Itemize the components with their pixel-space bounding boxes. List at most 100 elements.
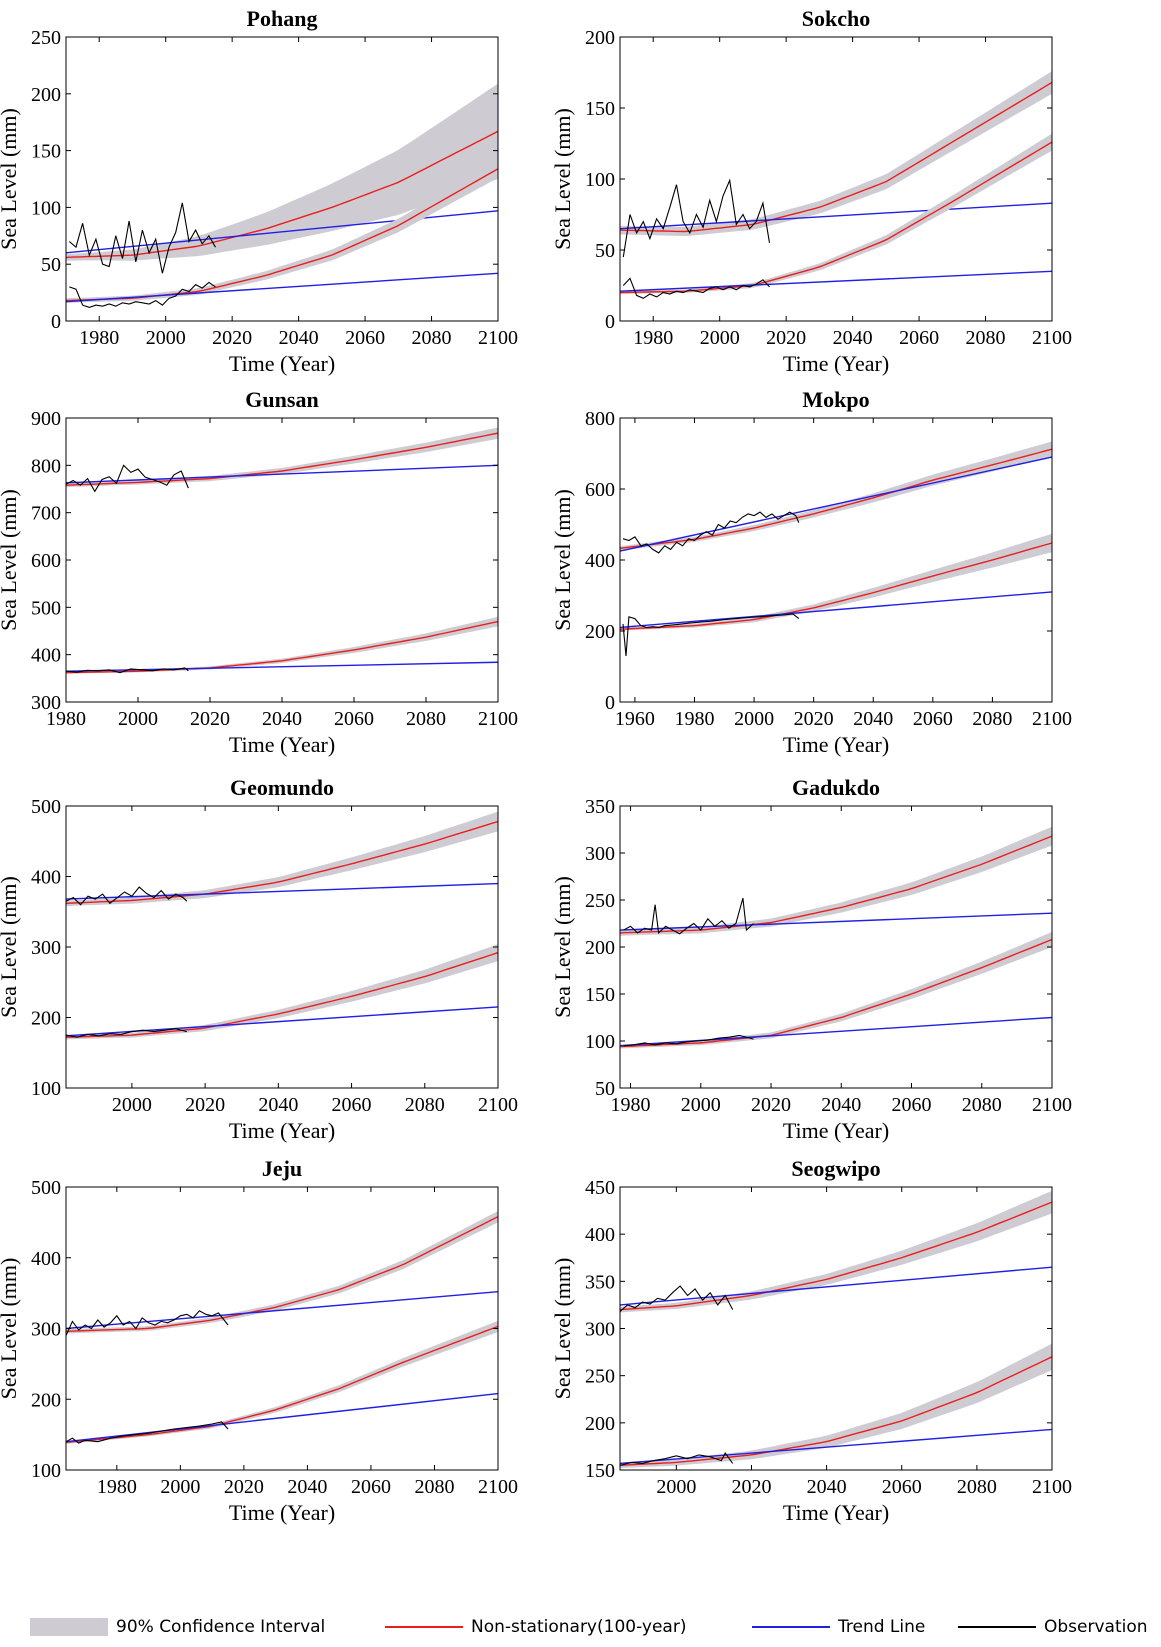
y-tick-label: 200 (585, 27, 615, 49)
observation-line-upper (66, 1310, 229, 1336)
x-tick-label: 2020 (794, 708, 834, 730)
y-tick-label: 500 (31, 597, 61, 619)
x-tick-label: 2040 (821, 1094, 861, 1116)
ci-band-lower (66, 1320, 498, 1444)
nonstationary-line-upper (620, 1201, 1052, 1311)
plot-frame (65, 36, 499, 322)
y-tick-label: 350 (585, 796, 615, 818)
chart-title: Jeju (262, 1156, 302, 1181)
x-tick-label: 2060 (345, 327, 385, 349)
x-tick-label: 2000 (700, 327, 740, 349)
nonstationary-line-upper (620, 835, 1052, 934)
y-tick-label: 300 (585, 1319, 615, 1341)
observation-line-lower (66, 667, 189, 674)
x-tick-label: 2080 (406, 708, 446, 730)
observation-line-lower (622, 613, 800, 656)
legend-swatch-ci (30, 1618, 108, 1636)
ci-band-upper (620, 441, 1052, 551)
ci-band-lower (66, 159, 498, 303)
x-tick-label: 2000 (146, 327, 186, 349)
ci-band-upper (66, 83, 498, 261)
chart-title: Pohang (247, 6, 318, 31)
y-tick-label: 100 (31, 1078, 61, 1100)
ci-band-lower (620, 1343, 1052, 1469)
x-tick-label: 2060 (892, 1094, 932, 1116)
x-tick-label: 2060 (882, 1476, 922, 1498)
chart-title: Gadukdo (792, 775, 880, 800)
x-tick-label: 2060 (913, 708, 953, 730)
x-tick-label: 2080 (966, 327, 1006, 349)
x-tick-label: 2100 (478, 327, 518, 349)
y-tick-label: 150 (585, 1460, 615, 1482)
trend-line-lower (66, 661, 498, 672)
chart-mokpo: 1960 1980 2000 2020 2040 2060 2080 2100 0 200 400 6… (550, 387, 1072, 757)
trend-line-upper (66, 464, 498, 484)
x-tick-label: 2000 (656, 1476, 696, 1498)
ci-band-upper (66, 427, 498, 488)
x-tick-label: 2000 (160, 1476, 200, 1498)
x-axis-label: Time (Year) (229, 351, 335, 376)
observation-line-upper (68, 202, 216, 274)
chart-geomundo: 2000 2020 2040 2060 2080 2100 100 200 300 400 500 G… (0, 775, 518, 1143)
nonstationary-line-lower (66, 1325, 498, 1444)
observation-line-lower (66, 1421, 229, 1444)
observation-line-lower (623, 1034, 754, 1047)
observation-line-upper (620, 1285, 734, 1312)
x-axis-label: Time (Year) (229, 732, 335, 757)
y-tick-label: 400 (31, 1248, 61, 1270)
ci-band-upper (620, 1190, 1052, 1313)
nonstationary-line-upper (66, 432, 498, 486)
y-tick-label: 400 (31, 645, 61, 667)
legend: 90% Confidence Interval Non-stationary(1… (0, 1612, 1161, 1642)
y-tick-label: 900 (31, 408, 61, 430)
nonstationary-line-lower (66, 620, 498, 674)
ci-band-lower (620, 133, 1052, 294)
chart-gunsan: 1980 2000 2020 2040 2060 2080 2100 300 400 500 600… (0, 387, 518, 757)
x-tick-label: 2080 (957, 1476, 997, 1498)
y-tick-label: 100 (585, 1031, 615, 1053)
y-tick-label: 250 (585, 890, 615, 912)
x-tick-label: 1960 (615, 708, 655, 730)
chart-sokcho: 1980 2000 2020 2040 2060 2080 2100 0 50 100 150 200… (550, 6, 1072, 376)
legend-item-ci: 90% Confidence Interval (30, 1612, 325, 1642)
plot-area (66, 811, 498, 1040)
x-axis-label: Time (Year) (783, 351, 889, 376)
x-tick-label: 2040 (262, 708, 302, 730)
nonstationary-line-upper (66, 130, 498, 259)
sea-level-chart-grid: 1980 2000 2020 2040 2060 2080 2100050100150200… (0, 6, 1072, 1525)
ci-band-lower (66, 944, 498, 1040)
x-tick-label: 2100 (478, 1094, 518, 1116)
chart-jeju: 1980 2000 2020 2040 2060 2080 2100 100 200 300 400… (0, 1156, 518, 1525)
x-axis-label: Time (Year) (783, 1500, 889, 1525)
y-tick-label: 200 (585, 1413, 615, 1435)
y-tick-label: 300 (31, 937, 61, 959)
nonstationary-line-lower (66, 168, 498, 302)
trend-line-upper (620, 1266, 1052, 1306)
y-tick-label: 400 (31, 867, 61, 889)
ci-band-upper (620, 71, 1052, 237)
legend-swatch-trend (752, 1626, 830, 1628)
y-tick-label: 800 (585, 408, 615, 430)
nonstationary-line-upper (620, 81, 1052, 233)
y-axis-label: Sea Level (mm) (550, 876, 575, 1018)
x-tick-label: 2100 (478, 1476, 518, 1498)
x-tick-label: 2060 (351, 1476, 391, 1498)
y-tick-label: 150 (585, 984, 615, 1006)
x-tick-label: 2100 (478, 708, 518, 730)
x-tick-label: 2080 (412, 327, 452, 349)
y-tick-label: 0 (605, 311, 615, 333)
x-tick-label: 1980 (633, 327, 673, 349)
y-axis-label: Sea Level (mm) (0, 108, 21, 250)
legend-label-nonstationary: Non-stationary(100-year) (471, 1617, 687, 1637)
x-tick-label: 2000 (681, 1094, 721, 1116)
y-tick-label: 500 (31, 1177, 61, 1199)
ci-band-lower (620, 533, 1052, 631)
x-tick-label: 2060 (899, 327, 939, 349)
y-tick-label: 0 (605, 692, 615, 714)
x-tick-label: 2060 (334, 708, 374, 730)
x-tick-label: 2020 (751, 1094, 791, 1116)
ci-band-upper (66, 1211, 498, 1334)
y-tick-label: 100 (585, 169, 615, 191)
legend-swatch-nonstationary (385, 1626, 463, 1628)
x-tick-label: 2000 (112, 1094, 152, 1116)
